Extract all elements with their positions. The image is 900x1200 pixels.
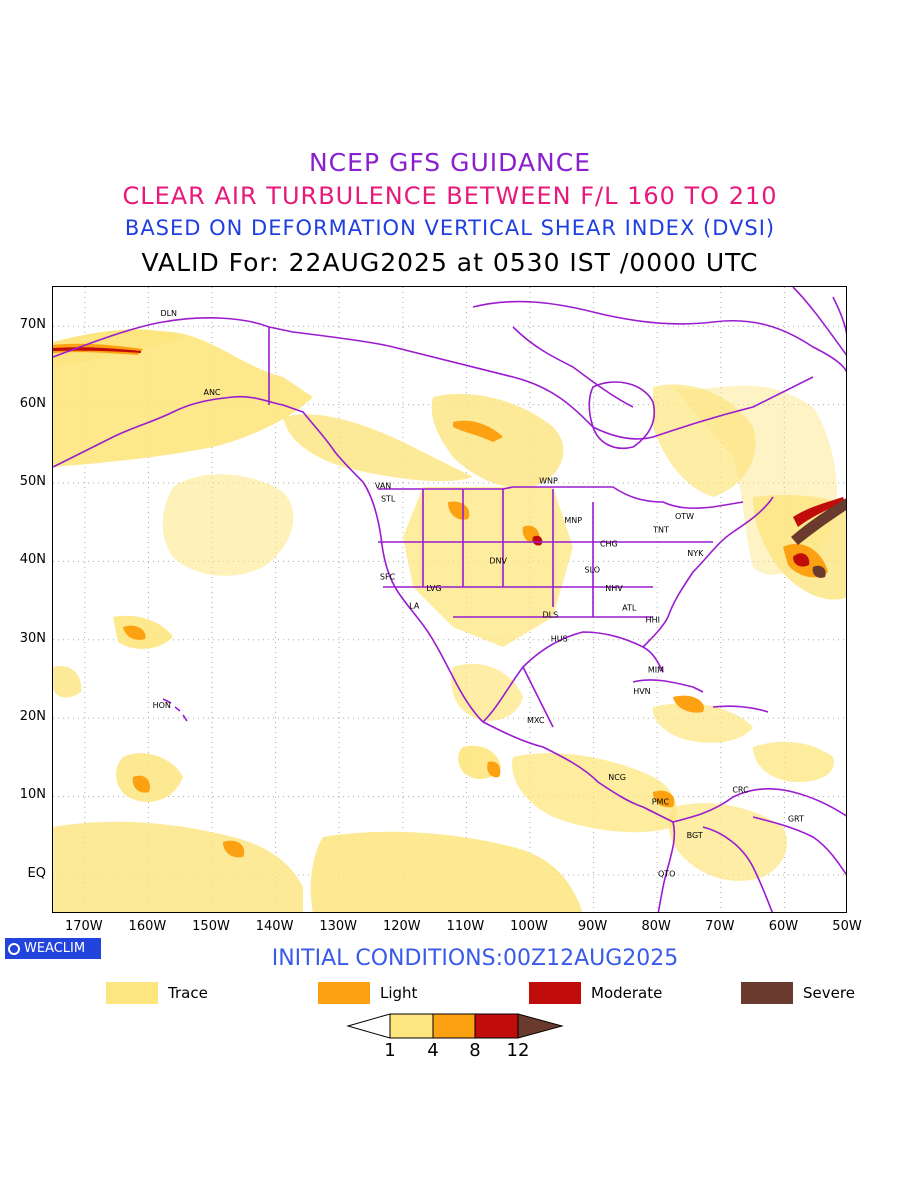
station-label-sfc: SFC <box>380 572 396 581</box>
legend-label: Severe <box>803 984 855 1002</box>
lat-label: 50N <box>19 473 46 489</box>
colorbar-severe-arrow <box>517 1013 564 1039</box>
colorbar <box>346 1013 564 1039</box>
station-label-bgt: BGT <box>687 831 703 840</box>
station-label-la: LA <box>409 601 420 610</box>
station-label-wnp: WNP <box>539 477 558 486</box>
legend-item-severe: Severe <box>741 982 855 1004</box>
station-label-dls: DLS <box>543 611 559 620</box>
colorbar-tick: 4 <box>427 1040 439 1061</box>
title-valid-time: VALID For: 22AUG2025 at 0530 IST /0000 U… <box>141 248 759 277</box>
lon-label: 70W <box>705 919 735 934</box>
lat-label: 30N <box>19 630 46 646</box>
station-label-crc: CRC <box>732 786 749 795</box>
station-label-mim: MIM <box>648 666 664 675</box>
station-labels: DLN ANC VAN STL WNP MNP TNT OTW CHG NYK DNV SFC LVG S… <box>153 309 804 878</box>
lon-label: 150W <box>192 919 230 934</box>
station-label-nyk: NYK <box>687 549 704 558</box>
lat-label: 20N <box>19 709 46 725</box>
country-borders <box>53 287 846 912</box>
colorbar-tick: 12 <box>506 1040 530 1061</box>
lat-label: 40N <box>19 552 46 568</box>
lon-label: 50W <box>832 919 862 934</box>
station-label-stl: STL <box>381 495 396 504</box>
lon-label: 80W <box>641 919 671 934</box>
legend-item-light: Light <box>318 982 417 1004</box>
map-canvas: DLN ANC VAN STL WNP MNP TNT OTW CHG NYK DNV SFC LVG S… <box>53 287 846 912</box>
lon-label: 130W <box>319 919 358 934</box>
legend-swatch <box>529 982 581 1004</box>
station-label-nhv: NHV <box>605 584 623 593</box>
initial-conditions: INITIAL CONDITIONS:00Z12AUG2025 <box>271 946 679 971</box>
legend-item-trace: Trace <box>106 982 208 1004</box>
station-label-atl: ATL <box>622 604 637 613</box>
turbulence-fields <box>53 329 846 912</box>
station-label-chg: CHG <box>600 539 618 548</box>
logo-circle-icon <box>8 942 20 955</box>
legend-swatch <box>318 982 370 1004</box>
station-label-mxc: MXC <box>527 716 545 725</box>
station-label-hvn: HVN <box>633 687 650 696</box>
colorbar-light <box>432 1013 476 1039</box>
station-label-hhi: HHI <box>646 615 660 624</box>
station-label-van: VAN <box>375 481 391 490</box>
lat-label: 10N <box>19 787 46 803</box>
station-label-dnv: DNV <box>489 557 507 566</box>
lon-label: 170W <box>64 919 103 934</box>
station-label-hon: HON <box>153 701 171 710</box>
title-method: BASED ON DEFORMATION VERTICAL SHEAR INDE… <box>124 216 776 240</box>
lon-label: 110W <box>446 919 485 934</box>
lon-label: 120W <box>382 919 421 934</box>
station-label-tnt: TNT <box>652 525 669 534</box>
station-label-pmc: PMC <box>652 797 670 806</box>
station-label-grt: GRT <box>788 815 804 824</box>
turbulence-map: DLN ANC VAN STL WNP MNP TNT OTW CHG NYK DNV SFC LVG S… <box>52 286 847 913</box>
station-label-otw: OTW <box>675 512 694 521</box>
legend-label: Trace <box>168 984 208 1002</box>
station-label-mnp: MNP <box>564 516 582 525</box>
legend-label: Light <box>380 984 418 1002</box>
station-label-qto: QTO <box>658 869 675 878</box>
title-product: CLEAR AIR TURBULENCE BETWEEN F/L 160 TO … <box>122 182 778 210</box>
station-label-lvg: LVG <box>426 584 441 593</box>
lat-label: 60N <box>19 395 46 411</box>
lat-label: EQ <box>27 865 46 881</box>
station-label-anc: ANC <box>203 388 220 397</box>
station-label-hus: HUS <box>551 634 568 643</box>
legend-label: Moderate <box>591 984 663 1002</box>
lon-label: 100W <box>510 919 548 934</box>
colorbar-trace <box>389 1013 434 1039</box>
legend-swatch <box>741 982 793 1004</box>
lon-label: 160W <box>128 919 167 934</box>
lon-label: 140W <box>255 919 294 934</box>
station-label-ncg: NCG <box>608 773 626 782</box>
legend-item-moderate: Moderate <box>529 982 662 1004</box>
colorbar-moderate <box>474 1013 519 1039</box>
colorbar-tick: 8 <box>469 1040 481 1061</box>
station-label-slo: SLO <box>585 565 601 574</box>
lat-label: 70N <box>19 317 46 333</box>
colorbar-tick: 1 <box>384 1040 396 1061</box>
logo-text: WEACLIM <box>24 941 86 956</box>
colorbar-under-arrow <box>346 1013 391 1039</box>
title-model: NCEP GFS GUIDANCE <box>308 148 591 177</box>
weaclim-logo: WEACLIM <box>5 938 101 959</box>
lon-label: 90W <box>577 919 608 934</box>
station-label-dln: DLN <box>160 309 177 318</box>
legend-swatch <box>106 982 158 1004</box>
lon-label: 60W <box>768 919 799 934</box>
